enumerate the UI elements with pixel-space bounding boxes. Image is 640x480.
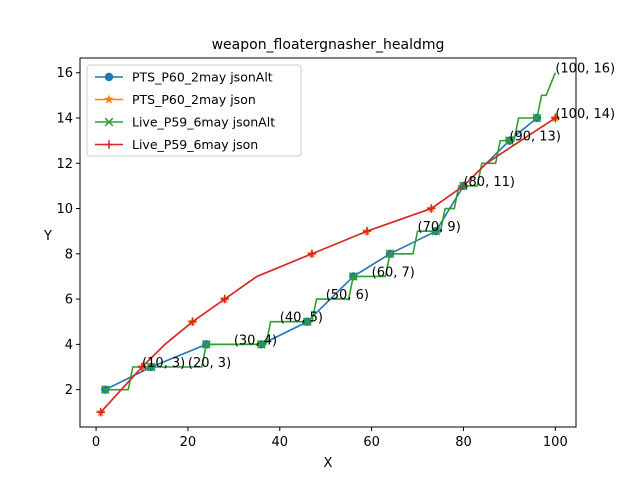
legend-label: PTS_P60_2may jsonAlt [132, 70, 273, 85]
marker-plus [362, 226, 372, 236]
y-tick-label: 12 [56, 157, 73, 172]
data-point [431, 226, 441, 236]
x-tick-label: 0 [92, 435, 100, 450]
marker-plus [427, 204, 436, 213]
marker-x [431, 226, 441, 236]
marker-x [348, 272, 358, 281]
point-annotation: (10, 3) [142, 356, 185, 371]
data-point [188, 317, 197, 326]
marker-x [104, 117, 114, 127]
marker-x [385, 249, 395, 259]
data-point [385, 249, 395, 259]
x-tick-label: 60 [363, 435, 380, 450]
x-tick-label: 40 [272, 435, 289, 450]
data-point [96, 408, 105, 417]
point-annotation: (90, 13) [509, 130, 561, 145]
x-axis-title: X [324, 456, 333, 471]
y-tick-label: 16 [56, 66, 73, 81]
marker-x [201, 340, 211, 349]
data-point [362, 226, 372, 236]
point-annotation: (30, 4) [234, 333, 277, 348]
marker-x [532, 113, 542, 123]
marker-plus [188, 317, 197, 326]
marker-plus [307, 249, 317, 259]
data-point [427, 204, 436, 213]
data-point [532, 113, 542, 123]
legend-marker [104, 140, 114, 149]
data-point [257, 340, 266, 349]
point-annotation: (60, 7) [372, 265, 415, 280]
legend-entry: PTS_P60_2may json [95, 92, 256, 107]
legend-entry: Live_P59_6may json [95, 137, 258, 152]
series-line [104, 117, 538, 391]
y-tick-label: 6 [65, 293, 73, 308]
marker-plus [104, 140, 114, 149]
x-tick-label: 80 [455, 435, 472, 450]
point-annotation: (50, 6) [326, 288, 369, 303]
data-point [201, 340, 211, 349]
marker-x [303, 317, 312, 327]
marker-circle [104, 72, 114, 82]
point-annotation: (100, 16) [555, 62, 615, 77]
data-point [505, 136, 514, 145]
data-point [551, 113, 560, 123]
legend-label: Live_P59_6may jsonAlt [132, 115, 275, 130]
marker-star [104, 94, 114, 104]
data-point [348, 272, 358, 281]
plot-frame [79, 57, 577, 428]
series-line [100, 117, 556, 413]
data-point [137, 362, 147, 372]
legend-marker [104, 72, 114, 82]
marker-x [100, 385, 110, 394]
marker-plus [137, 362, 147, 372]
marker-plus [96, 408, 105, 417]
legend-box [86, 64, 302, 157]
marker-plus [220, 294, 229, 304]
legend-entry: PTS_P60_2may jsonAlt [95, 70, 273, 85]
x-tick-label: 20 [180, 435, 197, 450]
series-4 [96, 113, 560, 417]
marker-x [146, 362, 156, 372]
data-point [307, 249, 317, 259]
y-tick-label: 2 [65, 383, 73, 398]
data-point [100, 385, 110, 394]
marker-x [257, 340, 266, 349]
y-tick-label: 8 [65, 247, 73, 262]
marker-x [505, 136, 514, 145]
y-tick-label: 14 [56, 111, 73, 126]
point-annotation: (40, 5) [280, 311, 323, 326]
legend-label: Live_P59_6may json [132, 137, 258, 152]
legend-entry: Live_P59_6may jsonAlt [95, 115, 275, 130]
point-annotation: (100, 14) [555, 107, 615, 122]
data-point [303, 317, 312, 327]
series-3 [100, 72, 557, 394]
point-annotation: (20, 3) [188, 356, 231, 371]
legend-marker [104, 94, 114, 104]
x-tick-label: 100 [543, 435, 568, 450]
point-annotation: (70, 9) [418, 220, 461, 235]
y-tick-label: 10 [56, 202, 73, 217]
legend-marker [104, 117, 114, 127]
plot-area [95, 72, 561, 417]
marker-plus [551, 113, 560, 123]
annotations: (10, 3) (20, 3)(30, 4)(40, 5)(50, 6)(60, … [142, 62, 615, 371]
y-axis-title: Y [43, 229, 52, 244]
chart-title: weapon_floatergnasher_healdmg [212, 37, 445, 53]
y-tick-label: 4 [65, 338, 73, 353]
axes: 0 20 40 60 80 100 2 4 6 8 10 12 14 16 [56, 66, 567, 450]
data-point [146, 362, 156, 372]
series-line [105, 72, 557, 391]
data-point [220, 294, 229, 304]
point-annotation: (80, 11) [463, 175, 514, 190]
legend: PTS_P60_2may jsonAlt PTS_P60_2may json Liv… [86, 64, 302, 157]
legend-label: PTS_P60_2may json [132, 92, 256, 107]
